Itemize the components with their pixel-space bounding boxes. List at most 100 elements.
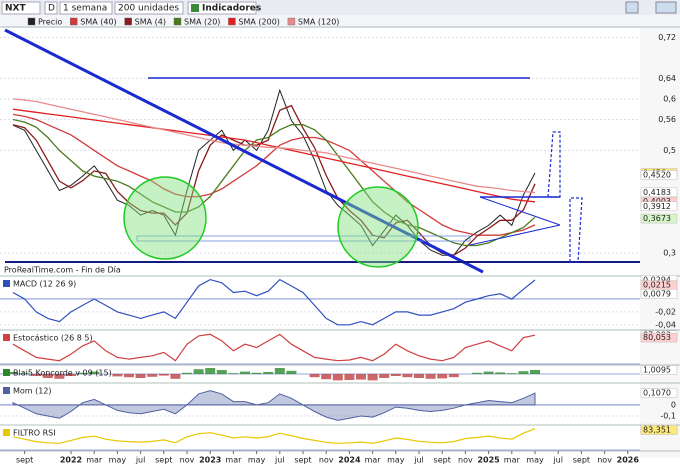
y-tick-label: -0,1 [660, 411, 676, 420]
bar [356, 374, 366, 380]
indicators[interactable]: Indicadores [202, 4, 261, 14]
triangle-line [469, 224, 561, 246]
mode-box[interactable] [44, 1, 58, 15]
x-tick-label: nov [597, 456, 612, 465]
window-button[interactable] [625, 1, 639, 14]
price-label-box [640, 201, 678, 212]
legend-bar [0, 15, 680, 28]
units[interactable]: 200 unidades [118, 4, 179, 14]
legend-label: SMA (20) [184, 18, 220, 27]
x-tick-label: mar [86, 456, 103, 465]
symbol[interactable]: NXT [5, 4, 26, 14]
price-label: 83,351 [643, 425, 671, 434]
panel-icon [3, 429, 10, 436]
x-tick-label: 2025 [477, 456, 500, 465]
bar [472, 372, 482, 374]
bar [530, 369, 540, 374]
x-tick-label: nov [319, 456, 334, 465]
bar [367, 374, 378, 381]
price-label-box [640, 170, 678, 180]
bar [518, 371, 529, 374]
range-box [136, 235, 471, 242]
bar [19, 373, 30, 374]
price-label: 0,4183 [643, 188, 671, 197]
bar [228, 373, 239, 374]
bar [135, 374, 146, 378]
bar [321, 374, 332, 380]
period-box[interactable] [59, 1, 113, 15]
x-tick-label: sept [16, 456, 33, 465]
bar [274, 368, 285, 374]
price-label-box [640, 388, 678, 398]
bar [251, 372, 262, 374]
mode[interactable]: D [48, 4, 55, 14]
symbol-box[interactable] [1, 1, 41, 15]
sma-line [12, 108, 536, 203]
bar [286, 370, 297, 374]
legend-label: SMA (120) [298, 18, 340, 27]
bar [240, 371, 250, 374]
bar [31, 374, 42, 376]
projection-arrow [569, 197, 583, 263]
bar [506, 373, 517, 374]
y-tick-label: 0,64 [658, 74, 676, 83]
x-tick-label: jul [552, 456, 563, 465]
bar [147, 374, 158, 377]
y-tick-label: 0,5 [663, 146, 676, 155]
x-tick-label: mar [504, 456, 521, 465]
legend-label: Precio [38, 18, 62, 27]
bar [193, 369, 204, 374]
sma-line [12, 98, 536, 194]
x-tick-label: nov [180, 456, 195, 465]
price-label-box [640, 289, 678, 299]
price-label: 0,3673 [643, 214, 671, 223]
indicator-line [12, 333, 536, 362]
x-tick-label: may [248, 456, 266, 465]
x-tick-label: jul [413, 456, 424, 465]
y-tick-label: -0,02 [655, 307, 676, 316]
bar [66, 374, 76, 376]
price-label: 0,0294 [643, 275, 671, 284]
x-tick-label: mar [365, 456, 382, 465]
bar [124, 374, 134, 378]
bar [448, 374, 459, 378]
legend-swatch [287, 17, 296, 26]
legend-swatch [173, 17, 182, 26]
legend-swatch [228, 17, 236, 26]
panel-icon [3, 280, 10, 287]
x-tick-label: jul [135, 456, 146, 465]
bar [437, 374, 448, 379]
indicators-box[interactable] [187, 1, 257, 15]
bar [414, 374, 424, 378]
bar [425, 374, 436, 379]
panel-title: FILTRO RSI [13, 429, 56, 438]
bar [112, 374, 123, 377]
indicators-icon [191, 4, 199, 12]
bar [483, 371, 494, 374]
y-tick-label: 0,3 [663, 249, 676, 258]
projection-arrow [547, 131, 561, 198]
drawings [4, 28, 640, 274]
panel-icon [3, 369, 10, 376]
bar [344, 374, 355, 380]
panel-title: Blai5 Koncorde v 09 (15) [13, 369, 112, 378]
trend-line [4, 28, 484, 274]
y-tick-label: 0 [671, 400, 676, 409]
price-label: 1,0095 [643, 365, 671, 374]
x-tick-label: 2022 [60, 456, 82, 465]
triangle-line [479, 196, 561, 226]
period[interactable]: 1 semana [63, 4, 107, 14]
price-label: 80,053 [643, 333, 671, 342]
legend-label: SMA (4) [135, 18, 166, 27]
units-box[interactable] [114, 1, 184, 15]
right-axis [640, 28, 680, 458]
price-label: 0,0215 [643, 281, 671, 290]
bar [216, 370, 227, 374]
indicator-line [12, 278, 536, 326]
panel-icon [3, 387, 10, 394]
window-button[interactable] [655, 1, 677, 14]
bar [8, 372, 18, 374]
bar [390, 374, 401, 376]
bar [89, 371, 100, 374]
